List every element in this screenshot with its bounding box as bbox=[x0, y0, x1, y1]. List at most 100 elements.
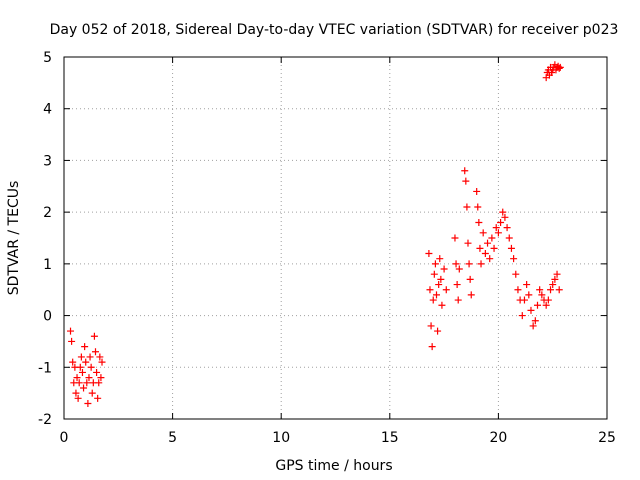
data-point-main-cluster bbox=[505, 234, 513, 242]
data-point-main-cluster bbox=[536, 286, 544, 294]
y-tick-label: -2 bbox=[38, 412, 52, 428]
data-point-early-cluster bbox=[81, 343, 89, 351]
data-point-early-cluster bbox=[90, 332, 98, 340]
data-point-main-cluster bbox=[431, 260, 439, 268]
data-point-main-cluster bbox=[461, 167, 469, 175]
data-point-main-cluster bbox=[514, 286, 522, 294]
data-point-top-cluster bbox=[555, 64, 563, 72]
data-point-main-cluster bbox=[466, 275, 474, 283]
data-point-main-cluster bbox=[437, 275, 445, 283]
x-tick-label: 5 bbox=[168, 430, 177, 446]
data-point-main-cluster bbox=[494, 229, 502, 237]
data-point-main-cluster bbox=[475, 218, 483, 226]
data-point-main-cluster bbox=[553, 270, 561, 278]
data-point-main-cluster bbox=[464, 239, 472, 247]
data-point-main-cluster bbox=[436, 255, 444, 263]
x-tick-label: 0 bbox=[60, 430, 69, 446]
data-point-main-cluster bbox=[438, 301, 446, 309]
data-point-main-cluster bbox=[481, 250, 489, 258]
data-point-main-cluster bbox=[425, 250, 433, 258]
data-point-early-cluster bbox=[85, 374, 93, 382]
data-point-early-cluster bbox=[86, 353, 94, 361]
data-point-main-cluster bbox=[434, 327, 442, 335]
data-point-main-cluster bbox=[527, 306, 535, 314]
y-tick-label: 0 bbox=[43, 309, 52, 325]
data-point-main-cluster bbox=[430, 270, 438, 278]
data-point-early-cluster bbox=[68, 337, 76, 345]
data-point-main-cluster bbox=[440, 265, 448, 273]
data-point-main-cluster bbox=[510, 255, 518, 263]
y-tick-label: -1 bbox=[38, 360, 52, 376]
data-point-main-cluster bbox=[427, 322, 435, 330]
data-point-early-cluster bbox=[76, 363, 84, 371]
data-point-main-cluster bbox=[488, 234, 496, 242]
y-tick-label: 3 bbox=[43, 153, 52, 169]
data-point-early-cluster bbox=[94, 394, 102, 402]
data-point-early-cluster bbox=[95, 379, 103, 387]
data-point-main-cluster bbox=[499, 208, 507, 216]
data-point-early-cluster bbox=[98, 358, 106, 366]
data-point-main-cluster bbox=[479, 229, 487, 237]
data-point-early-cluster bbox=[80, 384, 88, 392]
data-point-main-cluster bbox=[435, 281, 443, 289]
data-point-main-cluster bbox=[555, 286, 563, 294]
x-tick-label: 25 bbox=[598, 430, 616, 446]
data-point-early-cluster bbox=[78, 368, 86, 376]
data-point-main-cluster bbox=[454, 296, 462, 304]
data-point-early-cluster bbox=[84, 399, 92, 407]
data-point-main-cluster bbox=[486, 255, 494, 263]
data-point-early-cluster bbox=[93, 368, 101, 376]
x-tick-label: 20 bbox=[489, 430, 507, 446]
data-point-main-cluster bbox=[453, 281, 461, 289]
data-point-main-cluster bbox=[432, 291, 440, 299]
data-point-early-cluster bbox=[73, 374, 81, 382]
data-point-main-cluster bbox=[463, 203, 471, 211]
data-point-main-cluster bbox=[476, 244, 484, 252]
data-point-main-cluster bbox=[474, 203, 482, 211]
data-point-main-cluster bbox=[492, 224, 500, 232]
plot-frame bbox=[63, 56, 608, 420]
data-point-main-cluster bbox=[490, 244, 498, 252]
grid-lines bbox=[64, 57, 607, 419]
data-point-main-cluster bbox=[473, 187, 481, 195]
data-point-main-cluster bbox=[501, 213, 509, 221]
y-tick-labels: -2 -1 0 1 2 3 4 5 bbox=[38, 50, 52, 428]
data-point-main-cluster bbox=[503, 224, 511, 232]
x-tick-label: 10 bbox=[272, 430, 290, 446]
data-point-main-cluster bbox=[529, 322, 537, 330]
data-point-early-cluster bbox=[96, 353, 104, 361]
data-point-main-cluster bbox=[507, 244, 515, 252]
data-point-main-cluster bbox=[542, 301, 550, 309]
data-point-main-cluster bbox=[455, 265, 463, 273]
data-point-main-cluster bbox=[544, 296, 552, 304]
data-point-early-cluster bbox=[88, 389, 96, 397]
y-tick-label: 1 bbox=[43, 257, 52, 273]
data-point-early-cluster bbox=[75, 379, 83, 387]
data-point-main-cluster bbox=[549, 281, 557, 289]
data-point-main-cluster bbox=[428, 343, 436, 351]
y-tick-label: 2 bbox=[43, 205, 52, 221]
x-tick-label: 15 bbox=[381, 430, 399, 446]
data-point-main-cluster bbox=[452, 260, 460, 268]
data-point-main-cluster bbox=[442, 286, 450, 294]
data-point-early-cluster bbox=[77, 353, 85, 361]
data-point-main-cluster bbox=[538, 291, 546, 299]
data-point-main-cluster bbox=[523, 281, 531, 289]
data-point-early-cluster bbox=[82, 358, 90, 366]
data-point-main-cluster bbox=[531, 317, 539, 325]
data-point-main-cluster bbox=[467, 291, 475, 299]
data-point-main-cluster bbox=[477, 260, 485, 268]
data-point-early-cluster bbox=[72, 389, 80, 397]
data-point-early-cluster bbox=[87, 363, 95, 371]
data-point-main-cluster bbox=[547, 286, 555, 294]
data-point-main-cluster bbox=[518, 312, 526, 320]
data-points bbox=[67, 61, 564, 407]
data-point-early-cluster bbox=[97, 374, 105, 382]
data-point-main-cluster bbox=[484, 239, 492, 247]
data-point-early-cluster bbox=[69, 358, 77, 366]
data-point-main-cluster bbox=[465, 260, 473, 268]
data-point-top-cluster bbox=[556, 63, 564, 71]
y-tick-label: 4 bbox=[43, 102, 52, 118]
data-point-main-cluster bbox=[551, 275, 559, 283]
